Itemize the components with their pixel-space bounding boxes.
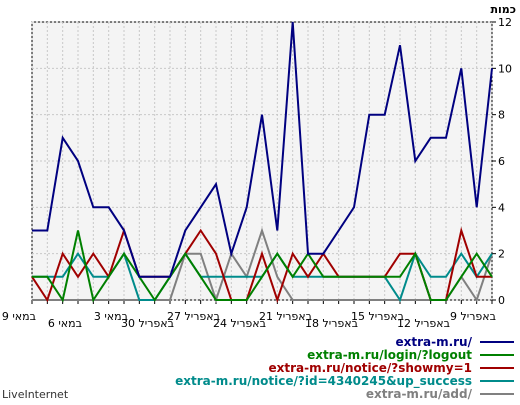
y-tick-label: 4: [498, 201, 505, 214]
x-tick-label: 6 במאי: [48, 317, 82, 330]
series-line: [32, 230, 493, 303]
x-tick-label: 27 באפריל: [167, 310, 220, 323]
y-tick-label: 6: [498, 155, 505, 168]
legend: extra-m.ru/extra-m.ru/login/?logoutextra…: [175, 335, 514, 401]
x-tick-label: 21 באפריל: [259, 310, 312, 323]
legend-label: extra-m.ru/notice/?id=4340245&up_success: [175, 374, 472, 389]
series-lines: [31, 21, 493, 304]
x-tick-label: 3 במאי: [94, 310, 128, 323]
y-tick-label: 0: [498, 294, 505, 307]
y-axis-label: כמות: [491, 3, 516, 16]
x-tick-label: 12 באפריל: [397, 317, 450, 330]
credit-label: LiveInternet: [2, 388, 69, 401]
y-tick-label: 2: [498, 248, 505, 261]
legend-label: extra-m.ru/notice/?showmy=1: [269, 361, 473, 375]
y-tick-label: 8: [498, 109, 505, 122]
y-tick-label: 12: [498, 16, 512, 29]
x-tick-label: 9 באפריל: [450, 310, 496, 323]
x-tick-label: 24 באפריל: [213, 317, 266, 330]
legend-label: extra-m.ru/add/: [366, 387, 473, 401]
x-tick-label: 30 באפריל: [121, 317, 174, 330]
x-tick-label: 15 באפריל: [351, 310, 404, 323]
y-tick-label: 10: [498, 62, 512, 75]
x-tick-label: 9 במאי: [2, 310, 36, 323]
y-axis: 0 2 4 6 8 10 12: [492, 16, 512, 307]
series-line: [32, 227, 493, 304]
series-line: [32, 21, 493, 278]
legend-label: extra-m.ru/login/?logout: [307, 348, 472, 362]
legend-label: extra-m.ru/: [395, 335, 472, 349]
x-tick-label: 18 באפריל: [305, 317, 358, 330]
